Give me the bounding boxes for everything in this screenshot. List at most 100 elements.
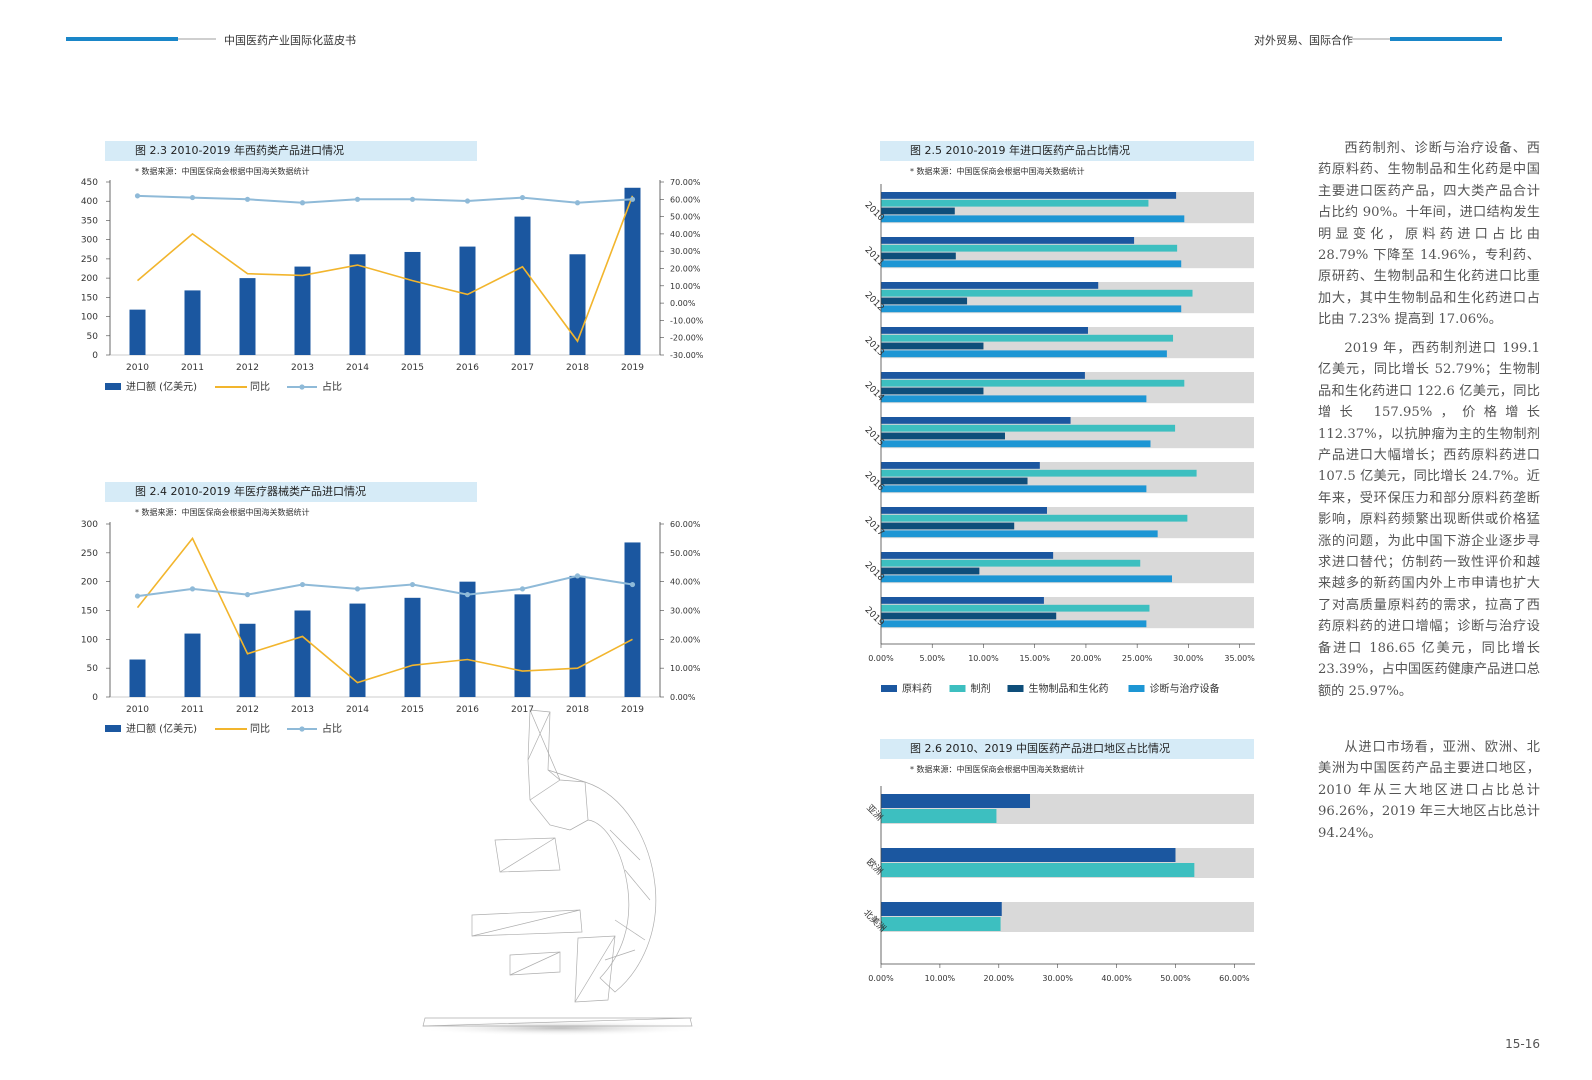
fig23-xtick-label: 2013 xyxy=(291,363,314,373)
fig24-xtick-label: 2016 xyxy=(456,705,479,715)
header-left-title: 中国医药产业国际化蓝皮书 xyxy=(224,34,356,47)
fig23-ytick-left-label: 400 xyxy=(81,197,98,207)
fig23-ytick-right-label: 40.00% xyxy=(670,230,701,239)
fig24-bar-2011 xyxy=(184,633,201,697)
header-accent-right xyxy=(1390,37,1502,41)
fig25-bar-2013-生物制品和生化药 xyxy=(881,342,984,350)
fig23-share-point xyxy=(189,194,196,201)
fig23-bar-2012 xyxy=(239,278,256,355)
fig23-xtick-label: 2019 xyxy=(621,363,644,373)
fig25-bar-2011-原料药 xyxy=(881,237,1135,244)
fig25-xtick-label: 10.00% xyxy=(968,654,999,663)
fig26-xtick-label: 0.00% xyxy=(868,974,894,983)
fig25-bar-2012-原料药 xyxy=(881,282,1099,289)
fig25-xtick-label: 30.00% xyxy=(1173,654,1204,663)
fig24-share-point xyxy=(409,581,416,588)
fig23-bar-2019 xyxy=(624,187,641,355)
fig25-xtick-label: 20.00% xyxy=(1071,654,1102,663)
fig24-xtick-label: 2012 xyxy=(236,705,259,715)
fig25-xtick-label: 25.00% xyxy=(1122,654,1153,663)
fig24-share-point xyxy=(574,573,581,579)
fig23-xtick-label: 2011 xyxy=(181,363,204,373)
fig24-share-point xyxy=(299,581,306,588)
fig24-share-point xyxy=(464,592,471,598)
fig25-bar-2014-诊断与治疗设备 xyxy=(881,395,1147,403)
fig24-xtick-label: 2017 xyxy=(511,705,534,715)
fig25-bar-2010-原料药 xyxy=(881,192,1177,199)
fig25-bar-2016-制剂 xyxy=(881,469,1197,477)
fig23-ytick-right-label: -20.00% xyxy=(670,334,704,343)
fig23-ytick-left-label: 250 xyxy=(81,255,98,265)
fig25-legend-label: 制剂 xyxy=(971,682,991,695)
fig24-line-yoy xyxy=(136,536,633,684)
fig23-xtick-label: 2010 xyxy=(126,363,149,373)
fig25-legend-swatch xyxy=(1007,685,1024,692)
fig23-ytick-left-label: 50 xyxy=(87,332,99,342)
fig23-line-share xyxy=(137,194,633,204)
fig25-bar-2015-生物制品和生化药 xyxy=(881,432,1005,440)
fig24-legend-share-dot xyxy=(299,726,305,732)
fig23-legend-bar-label: 进口额 (亿美元) xyxy=(126,380,197,393)
fig24-line-share xyxy=(137,574,633,598)
fig25-title: 图 2.5 2010-2019 年进口医药产品占比情况 xyxy=(880,141,1254,161)
fig23-bar-2014 xyxy=(349,254,366,355)
fig23-ytick-left-label: 0 xyxy=(92,351,98,361)
fig23-share-point xyxy=(574,200,581,206)
fig24-ytick-left-label: 150 xyxy=(81,607,98,617)
fig25-bar-2016-诊断与治疗设备 xyxy=(881,485,1147,493)
fig25-source: * 数据来源：中国医保商会根据中国海关数据统计 xyxy=(910,167,1085,176)
fig25-bar-2018-制剂 xyxy=(881,559,1141,567)
fig23-bar-2010 xyxy=(129,309,146,355)
fig25-legend-swatch xyxy=(949,685,966,692)
fig25-bar-2016-生物制品和生化药 xyxy=(881,477,1028,485)
fig23-bar-2016 xyxy=(459,246,476,355)
fig23-ytick-left-label: 150 xyxy=(81,293,98,303)
fig23-ytick-left-label: 100 xyxy=(81,313,98,323)
fig24-share-point xyxy=(354,586,361,592)
fig23-share-point xyxy=(134,193,141,199)
fig25-bar-2014-生物制品和生化药 xyxy=(881,387,984,395)
fig24-source: * 数据来源：中国医保商会根据中国海关数据统计 xyxy=(135,508,310,517)
header-rule-left xyxy=(178,38,216,40)
fig25-bar-2010-生物制品和生化药 xyxy=(881,207,955,215)
header-right-title: 对外贸易、国际合作 xyxy=(1254,34,1353,47)
fig23-line-yoy xyxy=(136,195,634,343)
fig25-bar-2014-制剂 xyxy=(881,379,1185,387)
header-rule-right xyxy=(1352,38,1390,40)
fig26-bar-亚洲-2019 xyxy=(881,809,997,823)
fig24-legend-bar-label: 进口额 (亿美元) xyxy=(126,722,197,735)
fig25-bar-2019-制剂 xyxy=(881,604,1150,612)
fig24-ytick-right-label: 10.00% xyxy=(670,664,701,673)
fig23-legend-yoy-label: 同比 xyxy=(250,381,270,393)
fig23-xtick-label: 2012 xyxy=(236,363,259,373)
fig25-bar-2018-诊断与治疗设备 xyxy=(881,575,1173,583)
fig23-ytick-right-label: -10.00% xyxy=(670,316,704,325)
fig25-xtick-label: 5.00% xyxy=(920,654,946,663)
fig23-share-point xyxy=(519,194,526,201)
fig24-chart: 0 50 100 150 200 250 300 0.00% 10.00% 20.00% 30.00… xyxy=(81,520,701,735)
fig23-ytick-right-label: 50.00% xyxy=(670,213,701,222)
fig24-ytick-left-label: 0 xyxy=(92,693,98,703)
fig25-bar-2019-原料药 xyxy=(881,597,1044,604)
fig25-bar-2015-原料药 xyxy=(881,417,1071,424)
fig23-share-point xyxy=(409,196,416,202)
paragraph-1: 西药制剂、诊断与治疗设备、西药原料药、生物制品和生化药是中国主要进口医药产品，四… xyxy=(1318,141,1540,328)
fig25-legend-label: 诊断与治疗设备 xyxy=(1150,682,1220,695)
fig23-ytick-right-label: 20.00% xyxy=(670,265,701,274)
fig26-xtick-label: 40.00% xyxy=(1101,974,1132,983)
fig25-xtick-label: 35.00% xyxy=(1224,654,1255,663)
fig24-bar-2014 xyxy=(349,603,366,697)
fig26-xtick-label: 10.00% xyxy=(925,974,956,983)
paragraph-2: 2019 年，西药制剂进口 199.1 亿美元，同比增长 52.79%；生物制品… xyxy=(1318,341,1540,699)
fig25-xtick-label: 15.00% xyxy=(1019,654,1050,663)
fig25-bar-2011-生物制品和生化药 xyxy=(881,252,956,260)
fig24-xtick-label: 2013 xyxy=(291,705,314,715)
fig26-bar-北美洲-2010 xyxy=(881,902,1002,916)
fig24-share-point xyxy=(244,592,251,598)
fig23-xtick-label: 2016 xyxy=(456,363,479,373)
fig24-ytick-left-label: 300 xyxy=(81,520,98,530)
fig25-bar-2011-制剂 xyxy=(881,244,1178,252)
fig25-bar-2017-制剂 xyxy=(881,514,1188,522)
fig23-xtick-label: 2017 xyxy=(511,363,534,373)
fig26-title: 图 2.6 2010、2019 中国医药产品进口地区占比情况 xyxy=(880,739,1254,759)
